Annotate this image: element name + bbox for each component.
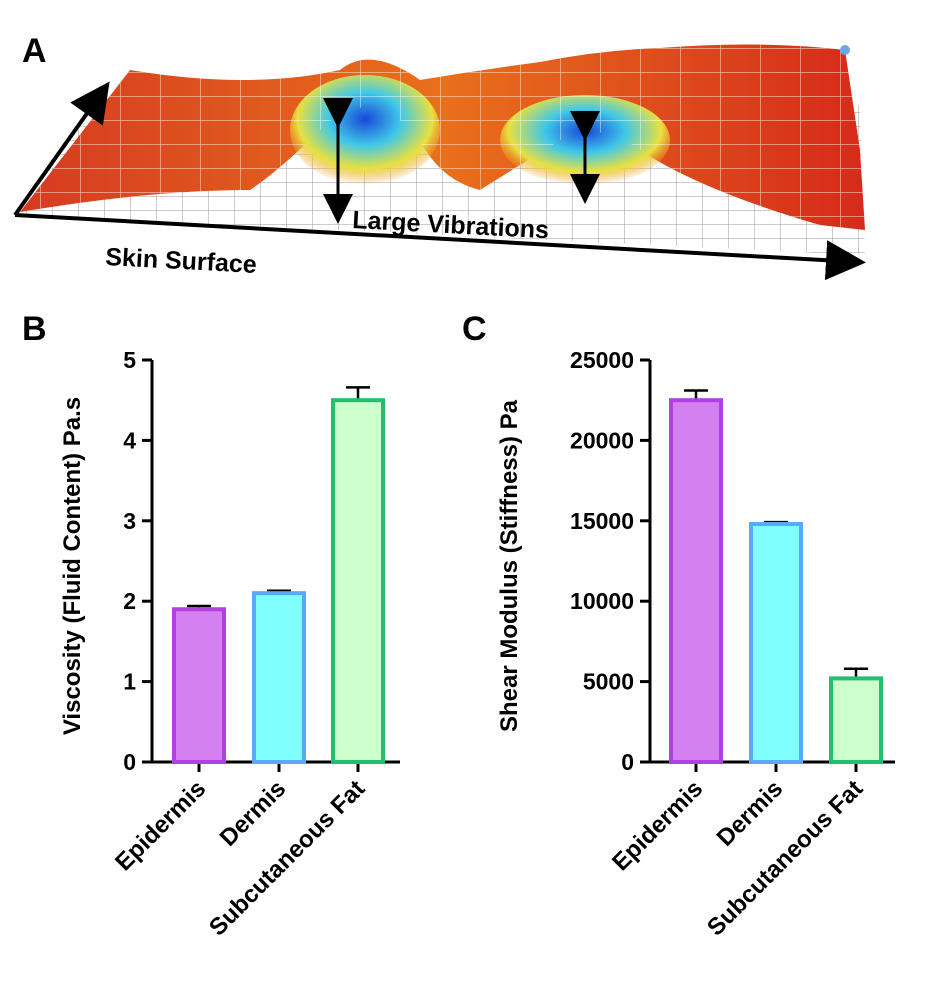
y-tick-label: 15000 bbox=[570, 508, 634, 534]
y-tick-label: 4 bbox=[123, 427, 136, 453]
bar bbox=[331, 398, 385, 764]
y-tick-label: 3 bbox=[123, 508, 136, 534]
x-tick-label: Dermis bbox=[712, 775, 789, 852]
bar bbox=[749, 522, 803, 764]
y-axis-title: Viscosity (Fluid Content) Pa.s bbox=[59, 397, 86, 735]
y-tick-label: 2 bbox=[123, 588, 136, 614]
marker-dot bbox=[840, 45, 850, 55]
axis-arrow bbox=[13, 81, 110, 217]
bar bbox=[172, 607, 226, 764]
bar bbox=[829, 676, 883, 764]
y-tick-label: 5 bbox=[123, 347, 136, 373]
y-tick-label: 5000 bbox=[583, 669, 634, 695]
bar bbox=[252, 591, 306, 764]
y-tick-label: 0 bbox=[123, 749, 136, 775]
x-tick-label: Epidermis bbox=[607, 775, 708, 876]
panel-label: B bbox=[22, 310, 47, 348]
axis-arrow bbox=[14, 213, 866, 281]
y-tick-label: 10000 bbox=[570, 588, 634, 614]
y-tick-label: 0 bbox=[621, 749, 634, 775]
x-tick-label: Subcutaneous Fat bbox=[204, 775, 370, 941]
bar bbox=[669, 398, 723, 764]
y-axis-title: Shear Modulus (Stiffness) Pa bbox=[496, 399, 523, 732]
y-tick-label: 20000 bbox=[570, 427, 634, 453]
x-tick-label: Subcutaneous Fat bbox=[702, 775, 868, 941]
panel-label: A bbox=[22, 32, 47, 70]
x-tick-label: Dermis bbox=[215, 775, 292, 852]
x-tick-label: Epidermis bbox=[110, 775, 211, 876]
y-tick-label: 1 bbox=[123, 669, 136, 695]
panel-a: A Skin Surface Large Vibrations bbox=[13, 32, 866, 281]
y-tick-label: 25000 bbox=[570, 347, 634, 373]
surface-grid bbox=[20, 44, 865, 230]
annotation: Skin Surface bbox=[105, 243, 258, 279]
panel-label: C bbox=[462, 310, 487, 348]
